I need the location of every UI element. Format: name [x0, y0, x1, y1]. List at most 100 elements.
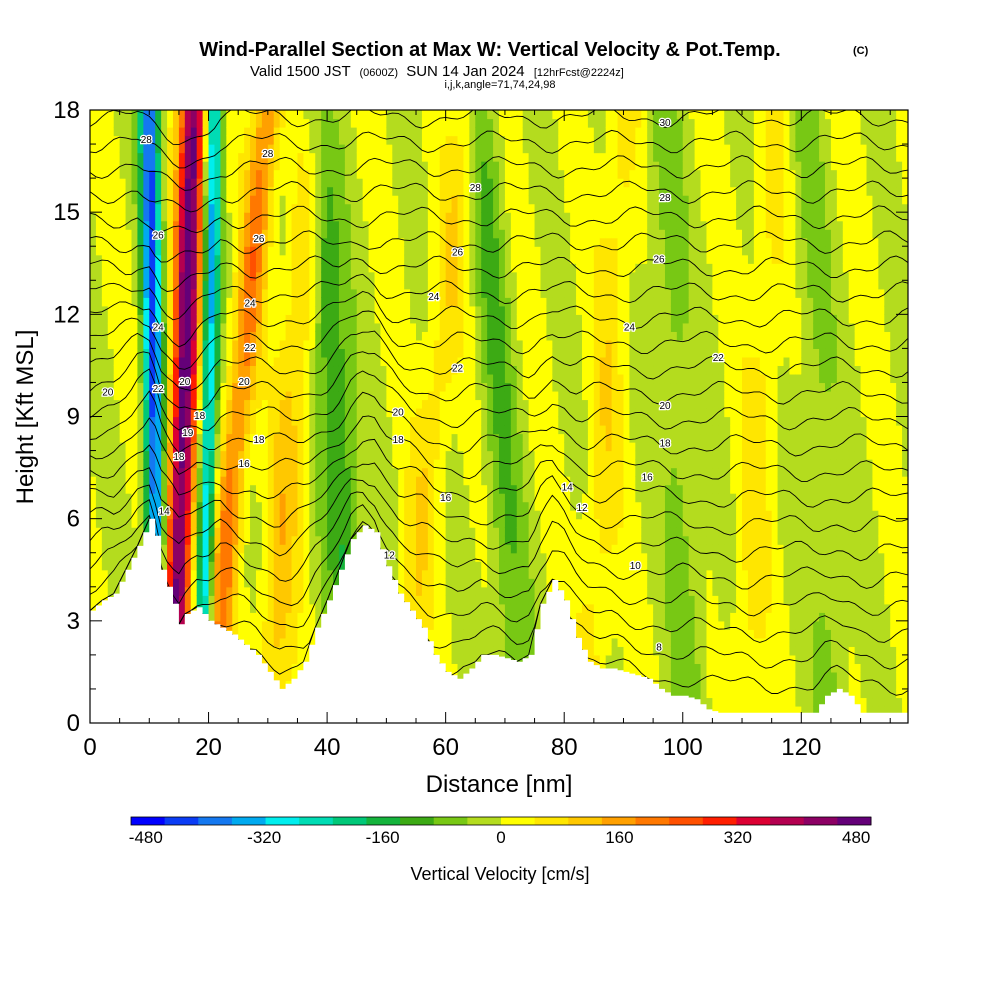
velocity-cell [321, 416, 328, 426]
velocity-cell [481, 501, 488, 511]
velocity-cell [344, 220, 352, 230]
velocity-cell [368, 118, 376, 128]
velocity-cell [327, 331, 334, 341]
velocity-cell [250, 135, 257, 145]
velocity-cell [202, 535, 210, 545]
velocity-cell [309, 510, 316, 520]
velocity-cell [226, 527, 233, 537]
velocity-cell [481, 127, 488, 137]
velocity-cell [362, 220, 370, 230]
velocity-cell [167, 442, 174, 452]
velocity-cell [90, 254, 97, 264]
velocity-cell [433, 390, 441, 401]
velocity-cell [226, 459, 233, 469]
velocity-cell [439, 365, 447, 375]
velocity-cell [285, 382, 293, 392]
velocity-cell [107, 110, 115, 120]
velocity-cell [427, 195, 435, 205]
velocity-cell [439, 425, 447, 435]
velocity-cell [362, 254, 370, 264]
velocity-cell [451, 484, 459, 494]
velocity-cell [161, 212, 168, 222]
velocity-cell [143, 339, 150, 349]
velocity-cell [368, 229, 376, 239]
velocity-cell [416, 263, 423, 273]
velocity-cell [333, 442, 340, 452]
velocity-cell [279, 680, 287, 690]
velocity-cell [327, 416, 334, 426]
velocity-cell [214, 178, 222, 188]
velocity-cell [232, 365, 239, 375]
velocity-cell [457, 467, 465, 477]
velocity-cell [338, 195, 346, 205]
velocity-cell [475, 280, 482, 290]
velocity-cell [463, 493, 470, 503]
velocity-cell [285, 263, 293, 273]
velocity-cell [291, 305, 299, 315]
velocity-cell [315, 118, 322, 128]
velocity-cell [119, 535, 127, 545]
velocity-cell [427, 578, 435, 588]
velocity-cell [90, 297, 97, 307]
velocity-cell [421, 390, 429, 401]
velocity-cell [451, 510, 459, 520]
velocity-cell [398, 356, 405, 367]
velocity-cell [344, 135, 352, 145]
velocity-cell [344, 152, 352, 162]
velocity-cell [321, 356, 328, 367]
velocity-cell [190, 212, 198, 222]
velocity-cell [137, 127, 144, 137]
velocity-cell [297, 544, 304, 554]
velocity-cell [178, 144, 186, 154]
velocity-cell [475, 110, 482, 120]
velocity-cell [427, 331, 435, 341]
velocity-cell [178, 399, 186, 409]
velocity-cell [143, 178, 150, 188]
velocity-cell [356, 220, 364, 230]
velocity-cell [119, 373, 127, 384]
velocity-cell [279, 322, 287, 332]
velocity-cell [273, 373, 281, 384]
velocity-cell [90, 178, 97, 188]
velocity-cell [457, 654, 465, 664]
velocity-cell [101, 144, 109, 154]
velocity-cell [344, 348, 352, 358]
velocity-cell [475, 118, 482, 128]
velocity-cell [481, 135, 488, 145]
velocity-cell [291, 263, 299, 273]
velocity-cell [445, 161, 453, 171]
velocity-cell [392, 416, 399, 426]
velocity-cell [202, 169, 210, 179]
velocity-cell [226, 552, 233, 562]
velocity-cell [427, 127, 435, 137]
velocity-cell [190, 203, 198, 213]
velocity-cell [220, 322, 227, 332]
velocity-cell [416, 254, 423, 264]
velocity-cell [338, 280, 346, 290]
velocity-cell [356, 365, 364, 375]
velocity-cell [487, 314, 494, 324]
velocity-cell [386, 127, 393, 137]
velocity-cell [119, 127, 127, 137]
velocity-cell [285, 331, 293, 341]
velocity-cell [90, 459, 97, 469]
velocity-cell [261, 365, 269, 375]
velocity-cell [433, 510, 441, 520]
velocity-cell [101, 578, 109, 588]
velocity-cell [119, 501, 127, 511]
velocity-cell [481, 314, 488, 324]
velocity-cell [167, 203, 174, 213]
velocity-cell [475, 544, 482, 554]
velocity-cell [321, 527, 328, 537]
velocity-cell [350, 195, 358, 205]
velocity-cell [398, 203, 405, 213]
velocity-cell [410, 603, 417, 613]
velocity-cell [327, 544, 334, 554]
velocity-cell [226, 433, 233, 443]
velocity-cell [398, 544, 405, 554]
velocity-cell [285, 671, 293, 682]
velocity-cell [309, 612, 316, 622]
velocity-cell [303, 493, 310, 503]
velocity-cell [190, 382, 198, 392]
velocity-cell [410, 246, 417, 256]
